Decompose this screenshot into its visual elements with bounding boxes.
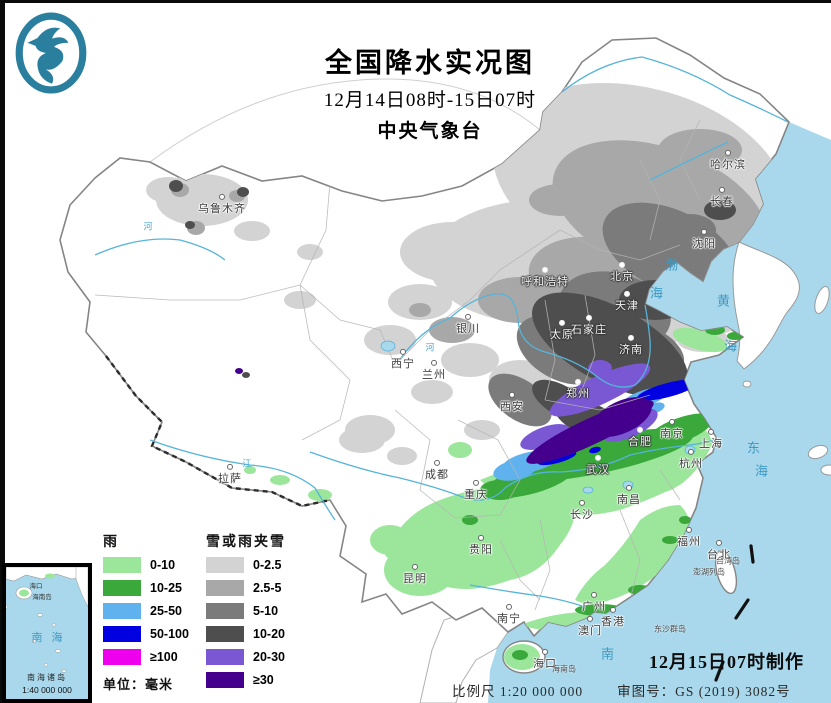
legend-row: 25-50 <box>103 603 189 619</box>
date-range: 12月14日08时-15日07时 <box>323 90 537 111</box>
legend-swatch <box>206 649 244 665</box>
inset-sea-label: 南海 <box>31 632 72 644</box>
legend-row: 10-25 <box>103 580 189 596</box>
legend-row: 50-100 <box>103 626 189 642</box>
southwest-dashed-border <box>105 355 331 508</box>
legend-snow: 雪或雨夹雪 0-2.5 2.5-5 5-10 10-20 20-30 ≥30 <box>206 531 286 695</box>
approval-number: 审图号：GS (2019) 3082号 <box>617 684 791 699</box>
inset-map-graphic <box>6 567 88 673</box>
legend-rain-header: 雨 <box>103 535 119 550</box>
sea-dash-line-segments <box>714 544 755 682</box>
legend-swatch <box>206 580 244 596</box>
legend-value-label: ≥100 <box>150 650 178 664</box>
image-border-left <box>0 0 5 703</box>
image-border-top <box>0 0 831 3</box>
legend-row: 0-2.5 <box>206 557 286 573</box>
legend-value-label: 20-30 <box>253 650 285 664</box>
legend-snow-header: 雪或雨夹雪 <box>206 535 286 550</box>
title-block: 全国降水实况图 12月14日08时-15日07时 中央气象台 <box>260 48 600 143</box>
inset-tiny-label: 海南岛 <box>32 594 52 601</box>
map-scale-row: 比例尺 1:20 000 000 审图号：GS (2019) 3082号 <box>452 680 791 700</box>
legend-value-label: ≥30 <box>253 673 274 687</box>
legend-swatch <box>206 603 244 619</box>
legend-value-label: 10-25 <box>150 581 182 595</box>
foreign-land <box>419 241 831 703</box>
legend-row: 20-30 <box>206 649 286 665</box>
agency-name: 中央气象台 <box>377 121 483 142</box>
legend-value-label: 10-20 <box>253 627 285 641</box>
rivers <box>94 56 789 608</box>
legend-value-label: 0-2.5 <box>253 558 282 572</box>
legend-swatch <box>103 557 141 573</box>
legend-value-label: 5-10 <box>253 604 279 618</box>
legend-rain-items: 0-10 10-25 25-50 50-100 ≥100 <box>103 557 189 672</box>
south-china-sea-inset-map: 南海 南海诸岛 1:40 000 000 海口海南岛 <box>2 563 92 703</box>
snow-layer-30plus <box>235 368 654 464</box>
legend-row: 0-10 <box>103 557 189 573</box>
legend-row: 10-20 <box>206 626 286 642</box>
inset-islands-label: 南海诸岛 <box>27 673 67 682</box>
cma-dragon-logo <box>15 12 87 94</box>
legend-swatch <box>103 626 141 642</box>
legend-swatch <box>206 557 244 573</box>
inset-tiny-label: 海口 <box>29 583 43 590</box>
province-borders <box>94 119 701 611</box>
legend-rain: 雨 0-10 10-25 25-50 50-100 ≥100 单位：毫米 <box>103 531 189 693</box>
mongolia-border-line <box>149 78 541 163</box>
legend-row: ≥100 <box>103 649 189 665</box>
legend-swatch <box>103 649 141 665</box>
legend-snow-items: 0-2.5 2.5-5 5-10 10-20 20-30 ≥30 <box>206 557 286 695</box>
legend-unit-label: 单位：毫米 <box>103 677 174 692</box>
legend-swatch <box>206 672 244 688</box>
legend-value-label: 50-100 <box>150 627 189 641</box>
legend-swatch <box>103 580 141 596</box>
legend-swatch <box>206 626 244 642</box>
legend-row: 2.5-5 <box>206 580 286 596</box>
page-title: 全国降水实况图 <box>325 48 535 78</box>
scale-text: 比例尺 1:20 000 000 <box>452 684 584 699</box>
inset-scale-label: 1:40 000 000 <box>22 685 72 695</box>
made-at-timestamp: 12月15日07时制作 <box>649 652 804 672</box>
legend-row: 5-10 <box>206 603 286 619</box>
legend-row: ≥30 <box>206 672 286 688</box>
legend-swatch <box>103 603 141 619</box>
legend-value-label: 0-10 <box>150 558 176 572</box>
legend-value-label: 2.5-5 <box>253 581 282 595</box>
legend-value-label: 25-50 <box>150 604 182 618</box>
